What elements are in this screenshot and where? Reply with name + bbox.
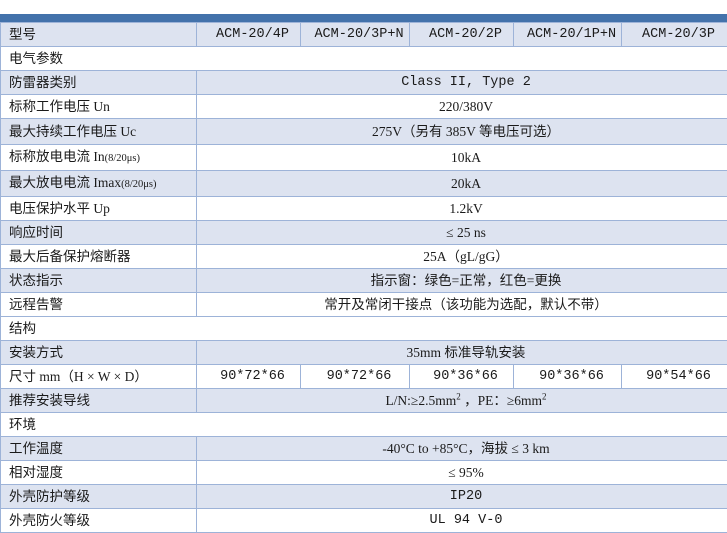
model-cell-2: ACM-20/2P bbox=[410, 23, 514, 47]
model-cell-4: ACM-20/3P bbox=[622, 23, 727, 47]
row-value-in: 10kA bbox=[197, 145, 727, 171]
spec-table-container: 型号 ACM-20/4P ACM-20/3P+N ACM-20/2P ACM-2… bbox=[0, 0, 727, 497]
row-label-response-time: 响应时间 bbox=[1, 221, 197, 245]
row-value-recommended-wire: L/N:≥2.5mm2 ，PE：≥6mm2 bbox=[197, 389, 727, 413]
row-value-dimensions-2: 90*36*66 bbox=[410, 365, 514, 389]
header-label-cell: 型号 bbox=[1, 23, 197, 47]
specification-table: 型号 ACM-20/4P ACM-20/3P+N ACM-20/2P ACM-2… bbox=[0, 22, 727, 533]
table-row: 远程告警 常开及常闭干接点（该功能为选配，默认不带） bbox=[1, 293, 727, 317]
row-label-recommended-wire: 推荐安装导线 bbox=[1, 389, 197, 413]
table-row: 状态指示 指示窗：绿色=正常，红色=更换 bbox=[1, 269, 727, 293]
table-row: 推荐安装导线 L/N:≥2.5mm2 ，PE：≥6mm2 bbox=[1, 389, 727, 413]
row-value-uc: 275V（另有 385V 等电压可选） bbox=[197, 119, 727, 145]
row-value-mounting: 35mm 标准导轨安装 bbox=[197, 341, 727, 365]
row-value-relative-humidity: ≤ 95% bbox=[197, 461, 727, 485]
wire-value-suffix: ≥6mm bbox=[507, 393, 542, 408]
row-label-imax: 最大放电电流 Imax(8/20μs) bbox=[1, 171, 197, 197]
row-label-uc: 最大持续工作电压 Uc bbox=[1, 119, 197, 145]
row-label-operating-temperature: 工作温度 bbox=[1, 437, 197, 461]
row-value-dimensions-0: 90*72*66 bbox=[197, 365, 301, 389]
row-value-remote-alarm: 常开及常闭干接点（该功能为选配，默认不带） bbox=[197, 293, 727, 317]
row-label-remote-alarm: 远程告警 bbox=[1, 293, 197, 317]
row-label-up: 电压保护水平 Up bbox=[1, 197, 197, 221]
section-title-structure: 结构 bbox=[1, 317, 727, 341]
row-label-in: 标称放电电流 In(8/20μs) bbox=[1, 145, 197, 171]
row-label-backup-fuse: 最大后备保护熔断器 bbox=[1, 245, 197, 269]
row-label-status-indicator: 状态指示 bbox=[1, 269, 197, 293]
row-value-imax: 20kA bbox=[197, 171, 727, 197]
row-value-un: 220/380V bbox=[197, 95, 727, 119]
table-row: 尺寸 mm（H × W × D） 90*72*66 90*72*66 90*36… bbox=[1, 365, 727, 389]
table-row: 外壳防火等级 UL 94 V-0 bbox=[1, 509, 727, 533]
row-value-operating-temperature: -40°C to +85°C，海拔 ≤ 3 km bbox=[197, 437, 727, 461]
section-row-environment: 环境 bbox=[1, 413, 727, 437]
table-row: 最大持续工作电压 Uc 275V（另有 385V 等电压可选） bbox=[1, 119, 727, 145]
section-title-electrical: 电气参数 bbox=[1, 47, 727, 71]
row-label-un: 标称工作电压 Un bbox=[1, 95, 197, 119]
row-label-mounting: 安装方式 bbox=[1, 341, 197, 365]
row-value-surge-class: Class II, Type 2 bbox=[197, 71, 727, 95]
table-row: 响应时间 ≤ 25 ns bbox=[1, 221, 727, 245]
row-value-status-indicator: 指示窗：绿色=正常，红色=更换 bbox=[197, 269, 727, 293]
row-label-imax-text: 最大放电电流 Imax bbox=[9, 175, 121, 190]
row-label-in-text: 标称放电电流 In bbox=[9, 149, 105, 164]
row-label-imax-subscript: (8/20μs) bbox=[121, 179, 156, 190]
row-label-dimensions: 尺寸 mm（H × W × D） bbox=[1, 365, 197, 389]
row-value-backup-fuse: 25A（gL/gG） bbox=[197, 245, 727, 269]
model-cell-0: ACM-20/4P bbox=[197, 23, 301, 47]
table-row: 最大放电电流 Imax(8/20μs) 20kA bbox=[1, 171, 727, 197]
table-row: 电压保护水平 Up 1.2kV bbox=[1, 197, 727, 221]
wire-value-prefix: L/N:≥2.5mm bbox=[385, 393, 456, 408]
model-cell-3: ACM-20/1P+N bbox=[514, 23, 622, 47]
row-value-dimensions-1: 90*72*66 bbox=[301, 365, 410, 389]
table-row: 最大后备保护熔断器 25A（gL/gG） bbox=[1, 245, 727, 269]
table-row: 工作温度 -40°C to +85°C，海拔 ≤ 3 km bbox=[1, 437, 727, 461]
section-row-electrical: 电气参数 bbox=[1, 47, 727, 71]
row-label-flame-rating: 外壳防火等级 bbox=[1, 509, 197, 533]
section-row-structure: 结构 bbox=[1, 317, 727, 341]
row-value-dimensions-4: 90*54*66 bbox=[622, 365, 727, 389]
row-value-flame-rating: UL 94 V-0 bbox=[197, 509, 727, 533]
row-label-in-subscript: (8/20μs) bbox=[105, 153, 140, 164]
table-row: 安装方式 35mm 标准导轨安装 bbox=[1, 341, 727, 365]
section-title-environment: 环境 bbox=[1, 413, 727, 437]
table-row: 相对湿度 ≤ 95% bbox=[1, 461, 727, 485]
row-value-response-time: ≤ 25 ns bbox=[197, 221, 727, 245]
row-label-surge-class: 防雷器类别 bbox=[1, 71, 197, 95]
table-row: 标称工作电压 Un 220/380V bbox=[1, 95, 727, 119]
wire-value-sup-2: 2 bbox=[542, 391, 547, 401]
row-value-dimensions-3: 90*36*66 bbox=[514, 365, 622, 389]
model-cell-1: ACM-20/3P+N bbox=[301, 23, 410, 47]
row-value-up: 1.2kV bbox=[197, 197, 727, 221]
table-row: 标称放电电流 In(8/20μs) 10kA bbox=[1, 145, 727, 171]
table-row: 防雷器类别 Class II, Type 2 bbox=[1, 71, 727, 95]
wire-value-mid: ，PE： bbox=[461, 393, 507, 408]
table-header-row: 型号 ACM-20/4P ACM-20/3P+N ACM-20/2P ACM-2… bbox=[1, 23, 727, 47]
row-label-relative-humidity: 相对湿度 bbox=[1, 461, 197, 485]
